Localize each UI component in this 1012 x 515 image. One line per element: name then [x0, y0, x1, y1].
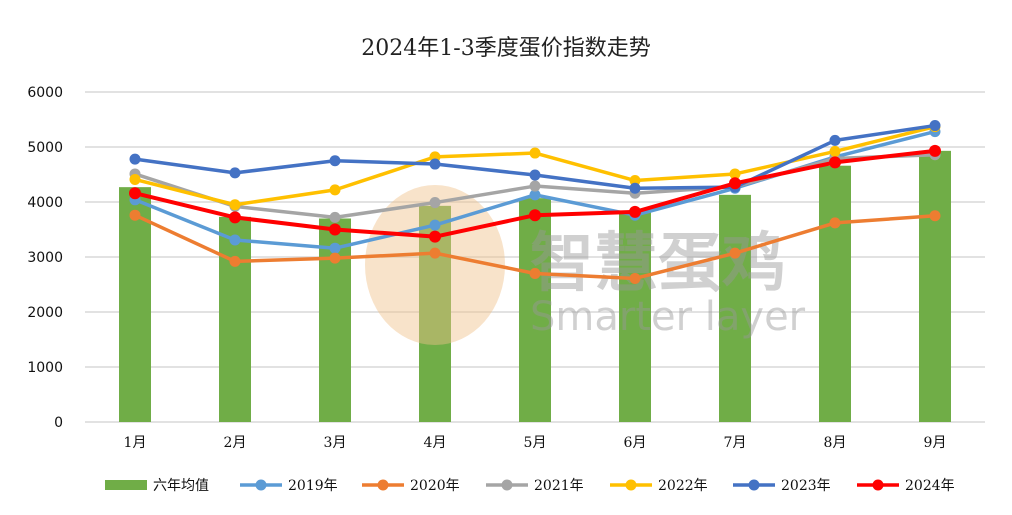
point-2023年-2月: [229, 167, 241, 179]
point-2023年-1月: [129, 153, 141, 165]
legend-swatch-marker: [255, 479, 267, 491]
x-tick-label: 4月: [424, 435, 447, 451]
legend-swatch-marker: [872, 479, 884, 491]
x-tick-label: 5月: [524, 435, 547, 451]
point-2024年-1月: [129, 187, 141, 200]
legend-label: 2020年: [410, 478, 460, 494]
legend-label: 2019年: [288, 478, 338, 494]
point-2022年-3月: [329, 184, 341, 196]
y-tick-label: 6000: [27, 85, 63, 101]
y-tick-label: 3000: [27, 250, 63, 266]
bar-5月: [519, 198, 551, 422]
point-2021年-4月: [429, 197, 441, 209]
bar-9月: [919, 150, 951, 422]
point-2023年-3月: [329, 155, 341, 167]
legend-swatch-marker: [625, 479, 637, 491]
x-tick-label: 2月: [224, 435, 247, 451]
x-tick-label: 6月: [624, 435, 647, 451]
x-tick-label: 7月: [724, 435, 747, 451]
y-tick-label: 1000: [27, 360, 63, 376]
point-2020年-2月: [229, 255, 241, 267]
point-2023年-9月: [929, 120, 941, 132]
y-tick-label: 2000: [27, 305, 63, 321]
point-2020年-5月: [529, 268, 541, 279]
point-2020年-9月: [929, 210, 941, 222]
x-tick-label: 9月: [924, 435, 947, 451]
point-2020年-8月: [829, 217, 841, 229]
point-2023年-5月: [529, 169, 541, 181]
bar-1月: [119, 187, 151, 422]
legend-swatch-marker: [748, 479, 760, 491]
point-2020年-1月: [129, 209, 141, 221]
point-2022年-6月: [629, 175, 641, 187]
point-2020年-6月: [629, 272, 641, 284]
point-2024年-7月: [729, 177, 741, 190]
legend-label: 2021年: [534, 478, 584, 494]
legend-swatch-marker: [377, 479, 389, 491]
bar-8月: [819, 165, 851, 422]
legend-swatch-marker: [501, 479, 513, 491]
y-tick-label: 0: [54, 415, 63, 431]
point-2023年-8月: [829, 134, 841, 146]
point-2024年-9月: [929, 144, 941, 157]
legend-label: 2023年: [781, 478, 831, 494]
point-2020年-3月: [329, 252, 341, 264]
y-tick-label: 5000: [27, 140, 63, 156]
legend-label: 六年均值: [153, 478, 209, 494]
x-tick-label: 3月: [324, 435, 347, 451]
point-2024年-2月: [229, 211, 241, 224]
chart-title: 2024年1-3季度蛋价指数走势: [361, 36, 651, 61]
point-2019年-3月: [329, 242, 341, 254]
point-2024年-3月: [329, 223, 341, 236]
point-2019年-4月: [429, 219, 441, 231]
x-tick-label: 8月: [824, 435, 847, 451]
point-2024年-8月: [829, 156, 841, 169]
point-2021年-3月: [329, 211, 341, 223]
point-2024年-6月: [629, 205, 641, 218]
legend-label: 2024年: [905, 478, 955, 494]
y-tick-label: 4000: [27, 195, 63, 211]
x-tick-label: 1月: [124, 435, 147, 451]
point-2022年-2月: [229, 199, 241, 211]
point-2020年-7月: [729, 247, 741, 259]
bar-7月: [719, 194, 751, 422]
legend-swatch-bar: [105, 480, 147, 490]
point-2022年-8月: [829, 145, 841, 157]
point-2023年-6月: [629, 182, 641, 194]
point-2024年-4月: [429, 230, 441, 243]
legend-label: 2022年: [658, 478, 708, 494]
point-2023年-4月: [429, 158, 441, 170]
watermark-en: Smarter layer: [530, 294, 806, 340]
watermark-logo: [365, 185, 505, 345]
point-2024年-5月: [529, 209, 541, 222]
point-2019年-5月: [529, 189, 541, 201]
point-2019年-2月: [229, 234, 241, 246]
point-2022年-7月: [729, 168, 741, 180]
point-2021年-5月: [529, 180, 541, 192]
watermark-cn: 智慧蛋鸡: [530, 227, 786, 301]
point-2022年-1月: [129, 173, 141, 185]
point-2020年-4月: [429, 247, 441, 259]
bar-2月: [219, 216, 251, 422]
bar-6月: [619, 212, 651, 422]
watermark: 智慧蛋鸡 Smarter layer: [365, 185, 806, 345]
point-2022年-5月: [529, 147, 541, 159]
